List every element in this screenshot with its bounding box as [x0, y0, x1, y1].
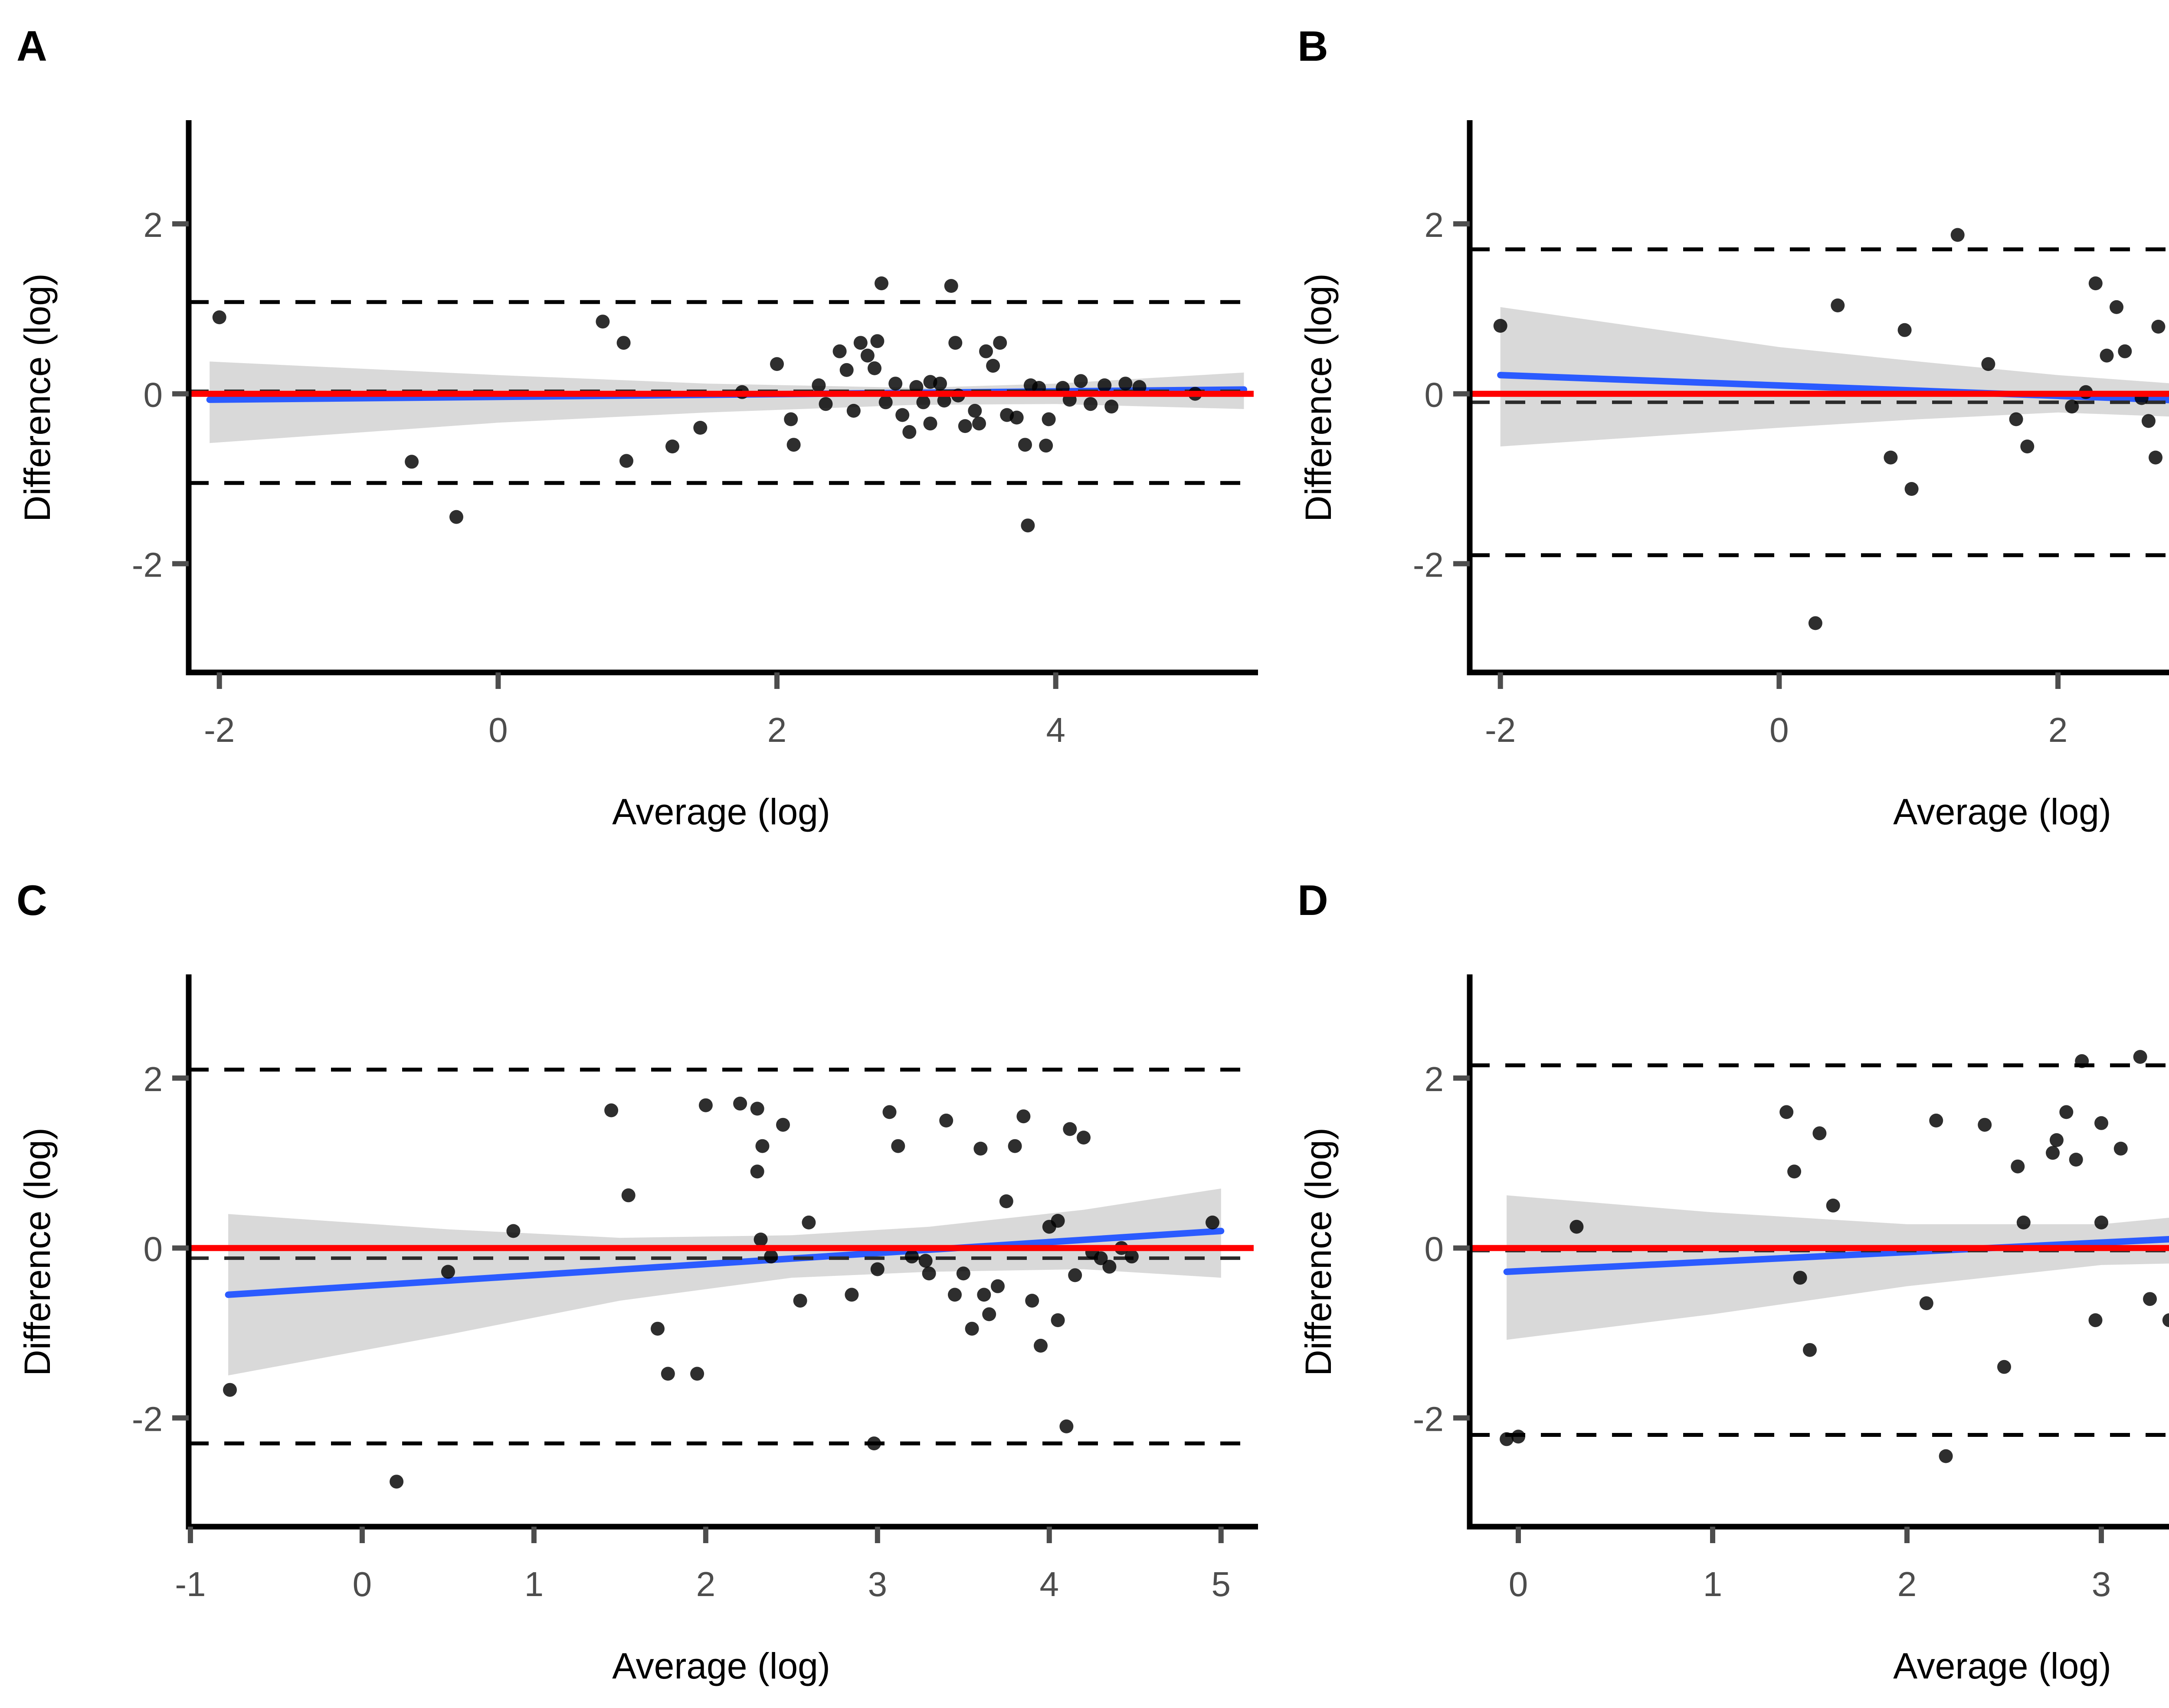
- trend-line: [225, 1228, 1225, 1298]
- axis-lines: [186, 120, 1258, 675]
- y-tick-label: 2: [144, 1060, 163, 1098]
- x-tick-label: 5: [1212, 1565, 1231, 1603]
- x-tick-label: 0: [1509, 1565, 1528, 1603]
- y-axis-title: Difference (log): [17, 273, 58, 522]
- panel-a-chart: -2 0 2 -2 0 2 4 Average (log) Difference (log) A: [0, 0, 1281, 854]
- x-axis-title: Average (log): [612, 1646, 830, 1686]
- scatter-points: [223, 1096, 1219, 1489]
- x-tick-label: 0: [353, 1565, 372, 1603]
- x-axis-title: Average (log): [612, 791, 830, 832]
- x-tick-label: 3: [868, 1565, 888, 1603]
- y-tick-label: -2: [132, 1400, 163, 1438]
- panel-d: -202012345Average (log)Difference (log)D: [1281, 854, 2169, 1708]
- x-tick-label: -1: [175, 1565, 206, 1603]
- confidence-band: [1500, 307, 2169, 447]
- y-tick-label: -2: [1413, 545, 1444, 584]
- scatter-points: [1500, 1050, 2169, 1463]
- y-tick-label: 2: [1425, 1060, 1444, 1098]
- panel-letter: A: [16, 22, 47, 70]
- x-axis-title: Average (log): [1893, 791, 2111, 832]
- panel-a: -2 0 2 -2 0 2 4 Average (log) Difference (log) A: [0, 0, 1281, 854]
- y-tick-label: 0: [1425, 376, 1444, 414]
- panel-letter: D: [1297, 876, 1328, 924]
- y-tick-label: 2: [144, 206, 163, 244]
- y-tick-label: -2: [1413, 1400, 1444, 1438]
- x-tick-label: -2: [204, 711, 235, 749]
- scatter-points: [212, 276, 1202, 533]
- x-tick-label: 0: [488, 711, 508, 749]
- y-tick-label: 0: [144, 376, 163, 414]
- y-axis-title: Difference (log): [1298, 273, 1339, 522]
- y-axis-title: Difference (log): [17, 1128, 58, 1376]
- x-tick-label: 2: [2048, 711, 2068, 749]
- confidence-band: [1507, 1195, 2169, 1340]
- panel-c-chart: -2 0 2 -1 0 1 2 3 4 5 Average (log) Difference (log…: [0, 854, 1281, 1708]
- axis-lines: [1467, 120, 2169, 675]
- x-tick-label: 2: [1897, 1565, 1917, 1603]
- x-tick-label: 4: [1046, 711, 1065, 749]
- y-tick-label: 2: [1425, 206, 1444, 244]
- x-tick-label: -2: [1485, 711, 1516, 749]
- axis-lines: [1467, 974, 2169, 1530]
- confidence-band: [228, 1188, 1221, 1376]
- x-axis-title: Average (log): [1893, 1646, 2111, 1686]
- x-tick-label: 1: [1703, 1565, 1723, 1603]
- x-tick-label: 4: [1040, 1565, 1059, 1603]
- x-tick-label: 3: [2092, 1565, 2111, 1603]
- x-tick-label: 0: [1769, 711, 1789, 749]
- x-tick-label: 2: [767, 711, 787, 749]
- y-tick-label: 0: [144, 1230, 163, 1269]
- y-tick-label: -2: [132, 545, 163, 584]
- y-tick-label: 0: [1425, 1230, 1444, 1269]
- panel-d-chart: -202012345Average (log)Difference (log)D: [1281, 854, 2169, 1708]
- x-tick-label: 2: [696, 1565, 716, 1603]
- panel-letter: C: [16, 876, 47, 924]
- panel-letter: B: [1297, 22, 1328, 70]
- panel-c: -2 0 2 -1 0 1 2 3 4 5 Average (log) Difference (log…: [0, 854, 1281, 1708]
- confidence-band: [210, 361, 1244, 443]
- y-axis-title: Difference (log): [1298, 1128, 1339, 1376]
- x-tick-label: 1: [524, 1565, 544, 1603]
